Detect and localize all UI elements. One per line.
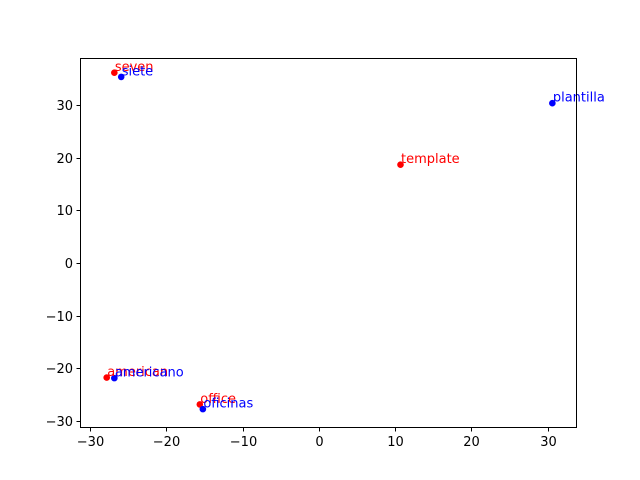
data-points [103, 69, 556, 413]
point-label-american: american [107, 365, 168, 380]
y-tick-label: 0 [65, 257, 73, 272]
point-label-siete: siete [122, 64, 153, 79]
x-tick-label: 0 [315, 435, 323, 450]
y-tick-label: 10 [56, 204, 73, 219]
x-tick-label: −20 [153, 435, 180, 450]
x-tick-label: −10 [230, 435, 257, 450]
y-tick-label: −10 [46, 310, 73, 325]
axis-ticks: −30 −20 −10 0 10 20 30 −30 −20 −10 0 10 20 30 [46, 99, 557, 450]
data-point-plantilla [549, 99, 556, 107]
y-tick-label: 30 [56, 99, 73, 114]
y-tick-label: −20 [46, 362, 73, 377]
data-point-siete [117, 73, 125, 81]
point-label-template: template [401, 152, 460, 167]
data-point-office [196, 401, 204, 408]
y-tick-label: −30 [46, 415, 73, 430]
data-point-oficinas [199, 405, 207, 413]
data-point-americano [111, 374, 118, 382]
data-point-american [103, 374, 111, 381]
x-tick-label: −30 [77, 435, 104, 450]
plot-frame [80, 58, 577, 428]
data-point-seven [111, 69, 118, 77]
x-tick-label: 10 [387, 435, 404, 450]
x-tick-label: 20 [463, 435, 480, 450]
y-tick-label: 20 [56, 152, 73, 167]
point-labels: seven template american office siete plantill… [107, 60, 605, 411]
point-label-oficinas: oficinas [203, 397, 253, 412]
point-label-americano: americano [115, 366, 184, 381]
point-label-seven: seven [115, 60, 154, 75]
data-point-template [397, 161, 404, 169]
x-tick-label: 30 [540, 435, 557, 450]
point-label-office: office [200, 392, 236, 407]
point-label-plantilla: plantilla [553, 91, 605, 106]
